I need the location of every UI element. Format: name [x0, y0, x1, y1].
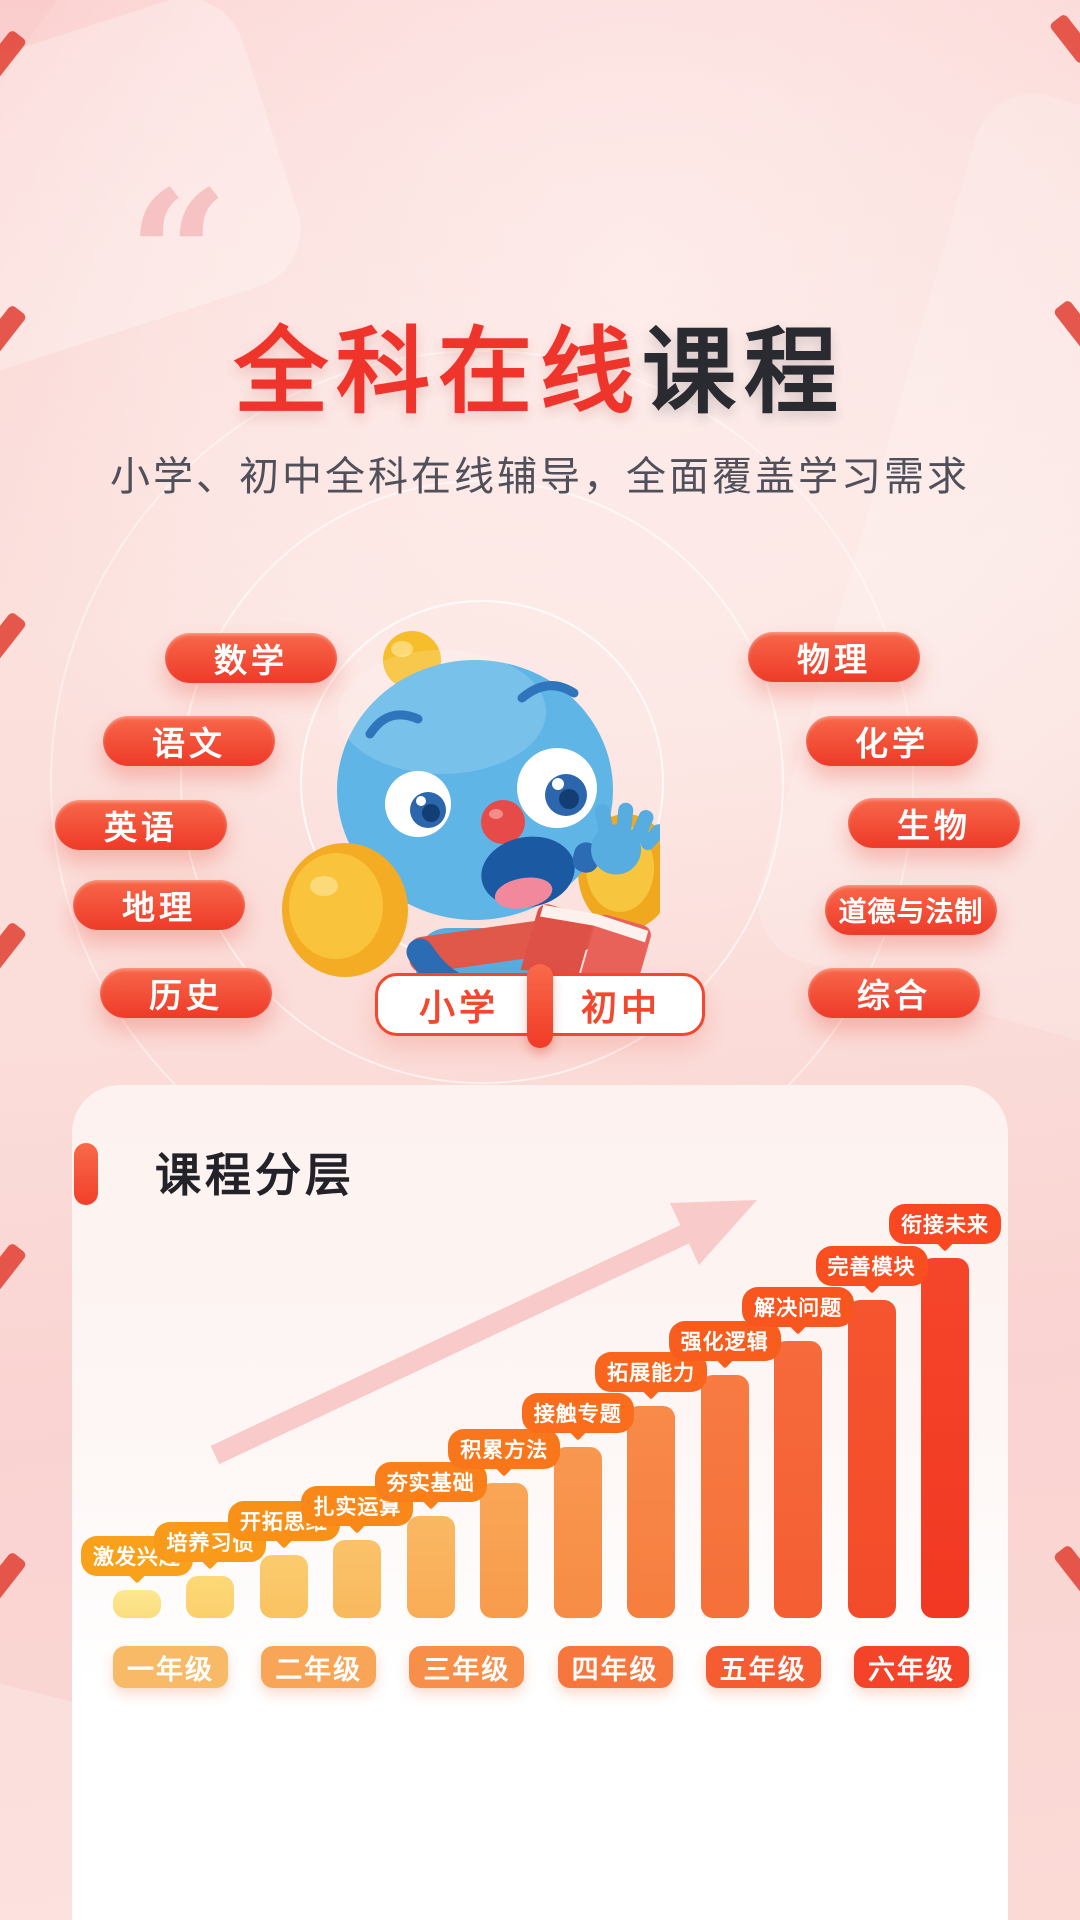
- stage-toggle-primary[interactable]: 小学: [418, 986, 499, 1028]
- subject-pill-chinese[interactable]: 语文: [103, 716, 275, 766]
- bubble-tail: [716, 1351, 734, 1369]
- bubble-tail: [789, 1317, 807, 1335]
- bubble-tail: [275, 1531, 293, 1549]
- bar-column-level-1: 激发兴趣: [81, 1536, 193, 1618]
- subject-pill-physics[interactable]: 物理: [748, 632, 920, 682]
- bar-column-level-4: 扎实运算: [301, 1486, 414, 1618]
- level-bar: [627, 1406, 676, 1618]
- subject-pill-english[interactable]: 英语: [55, 800, 227, 850]
- grade-pill-2: 二年级: [261, 1646, 377, 1688]
- bubble-tail: [863, 1276, 881, 1294]
- subject-pill-math[interactable]: 数学: [165, 633, 337, 683]
- bubble-tail: [495, 1459, 513, 1477]
- grade-pill-6: 六年级: [853, 1646, 969, 1688]
- bubble-tail: [422, 1492, 440, 1510]
- bubble-tail: [201, 1552, 219, 1570]
- bar-label-bubble: 衔接未来: [888, 1204, 1001, 1252]
- grade-pill-3: 三年级: [409, 1646, 525, 1688]
- page-title: 全科在线课程: [0, 296, 1080, 432]
- subject-pill-biology[interactable]: 生物: [848, 798, 1020, 848]
- bar-column-level-12: 衔接未来: [888, 1204, 1001, 1618]
- stage-toggle-junior[interactable]: 初中: [580, 986, 661, 1028]
- bubble-tail: [642, 1382, 660, 1400]
- bar-column-level-3: 开拓思维: [227, 1501, 340, 1618]
- page-title-rest: 课程: [642, 319, 847, 424]
- page-title-highlight: 全科在线: [233, 319, 642, 424]
- edge-decoration: [0, 1551, 28, 1603]
- robot-mascot-illustration: [282, 631, 660, 1010]
- grade-axis: 一年级 二年级 三年级 四年级 五年级 六年级: [113, 1646, 969, 1688]
- level-bar: [186, 1576, 235, 1618]
- grade-pill-1: 一年级: [113, 1646, 228, 1688]
- bar-label-bubble: 解决问题: [742, 1287, 855, 1335]
- course-layering-card: 课程分层 激发兴趣 培养习惯 开拓思维 扎实运算 夯实基础 积累方法 接触专题 拓展能力 强化逻…: [72, 1085, 1008, 1920]
- level-bar: [480, 1483, 529, 1618]
- bar-label-bubble: 接触专题: [521, 1393, 634, 1441]
- section-accent-bar: [74, 1143, 98, 1205]
- bar-label-bubble: 培养习惯: [154, 1522, 267, 1570]
- level-bar: [333, 1540, 382, 1618]
- edge-decoration: [0, 921, 28, 973]
- grade-pill-5: 五年级: [705, 1646, 821, 1688]
- level-bar: [113, 1590, 161, 1618]
- level-bar: [920, 1258, 969, 1618]
- bubble-tail: [936, 1234, 954, 1252]
- subject-pill-geography[interactable]: 地理: [73, 880, 245, 930]
- bar-column-level-5: 夯实基础: [374, 1462, 487, 1618]
- level-bar: [847, 1300, 896, 1618]
- course-level-bars: 激发兴趣 培养习惯 开拓思维 扎实运算 夯实基础 积累方法 接触专题 拓展能力 强化逻辑 解决问题…: [81, 1198, 1001, 1618]
- subject-pill-morality-law[interactable]: 道德与法制: [825, 885, 997, 935]
- level-bar: [700, 1375, 749, 1618]
- bubble-tail: [128, 1566, 146, 1584]
- bar-column-level-7: 接触专题: [521, 1393, 634, 1618]
- bar-column-level-10: 解决问题: [742, 1287, 855, 1618]
- trend-arrow-icon: [210, 1200, 757, 1465]
- bar-column-level-2: 培养习惯: [154, 1522, 267, 1618]
- bar-column-level-9: 强化逻辑: [668, 1321, 781, 1618]
- bar-column-level-11: 完善模块: [815, 1246, 928, 1618]
- level-bar: [774, 1341, 823, 1618]
- subject-pill-history[interactable]: 历史: [100, 968, 272, 1018]
- level-bar: [406, 1516, 455, 1618]
- bar-label-bubble: 强化逻辑: [668, 1321, 781, 1369]
- level-bar: [259, 1555, 308, 1618]
- bubble-tail: [569, 1423, 587, 1441]
- bar-label-bubble: 积累方法: [448, 1429, 561, 1477]
- edge-decoration: [1052, 1544, 1080, 1596]
- grade-pill-4: 四年级: [557, 1646, 673, 1688]
- page-subtitle: 小学、初中全科在线辅导，全面覆盖学习需求: [110, 455, 970, 499]
- stage-toggle-divider: [527, 964, 553, 1048]
- subject-pill-chemistry[interactable]: 化学: [806, 716, 978, 766]
- bar-column-level-8: 拓展能力: [595, 1352, 708, 1618]
- subject-pill-comprehensive[interactable]: 综合: [808, 968, 980, 1018]
- bar-label-bubble: 完善模块: [815, 1246, 928, 1294]
- bar-column-level-6: 积累方法: [448, 1429, 561, 1618]
- stage-toggle: 小学 初中: [375, 964, 705, 1048]
- level-bar: [553, 1447, 602, 1618]
- quote-decoration: “: [128, 153, 229, 358]
- bubble-tail: [348, 1516, 366, 1534]
- section-title: 课程分层: [155, 1149, 355, 1201]
- edge-decoration: [0, 1242, 28, 1294]
